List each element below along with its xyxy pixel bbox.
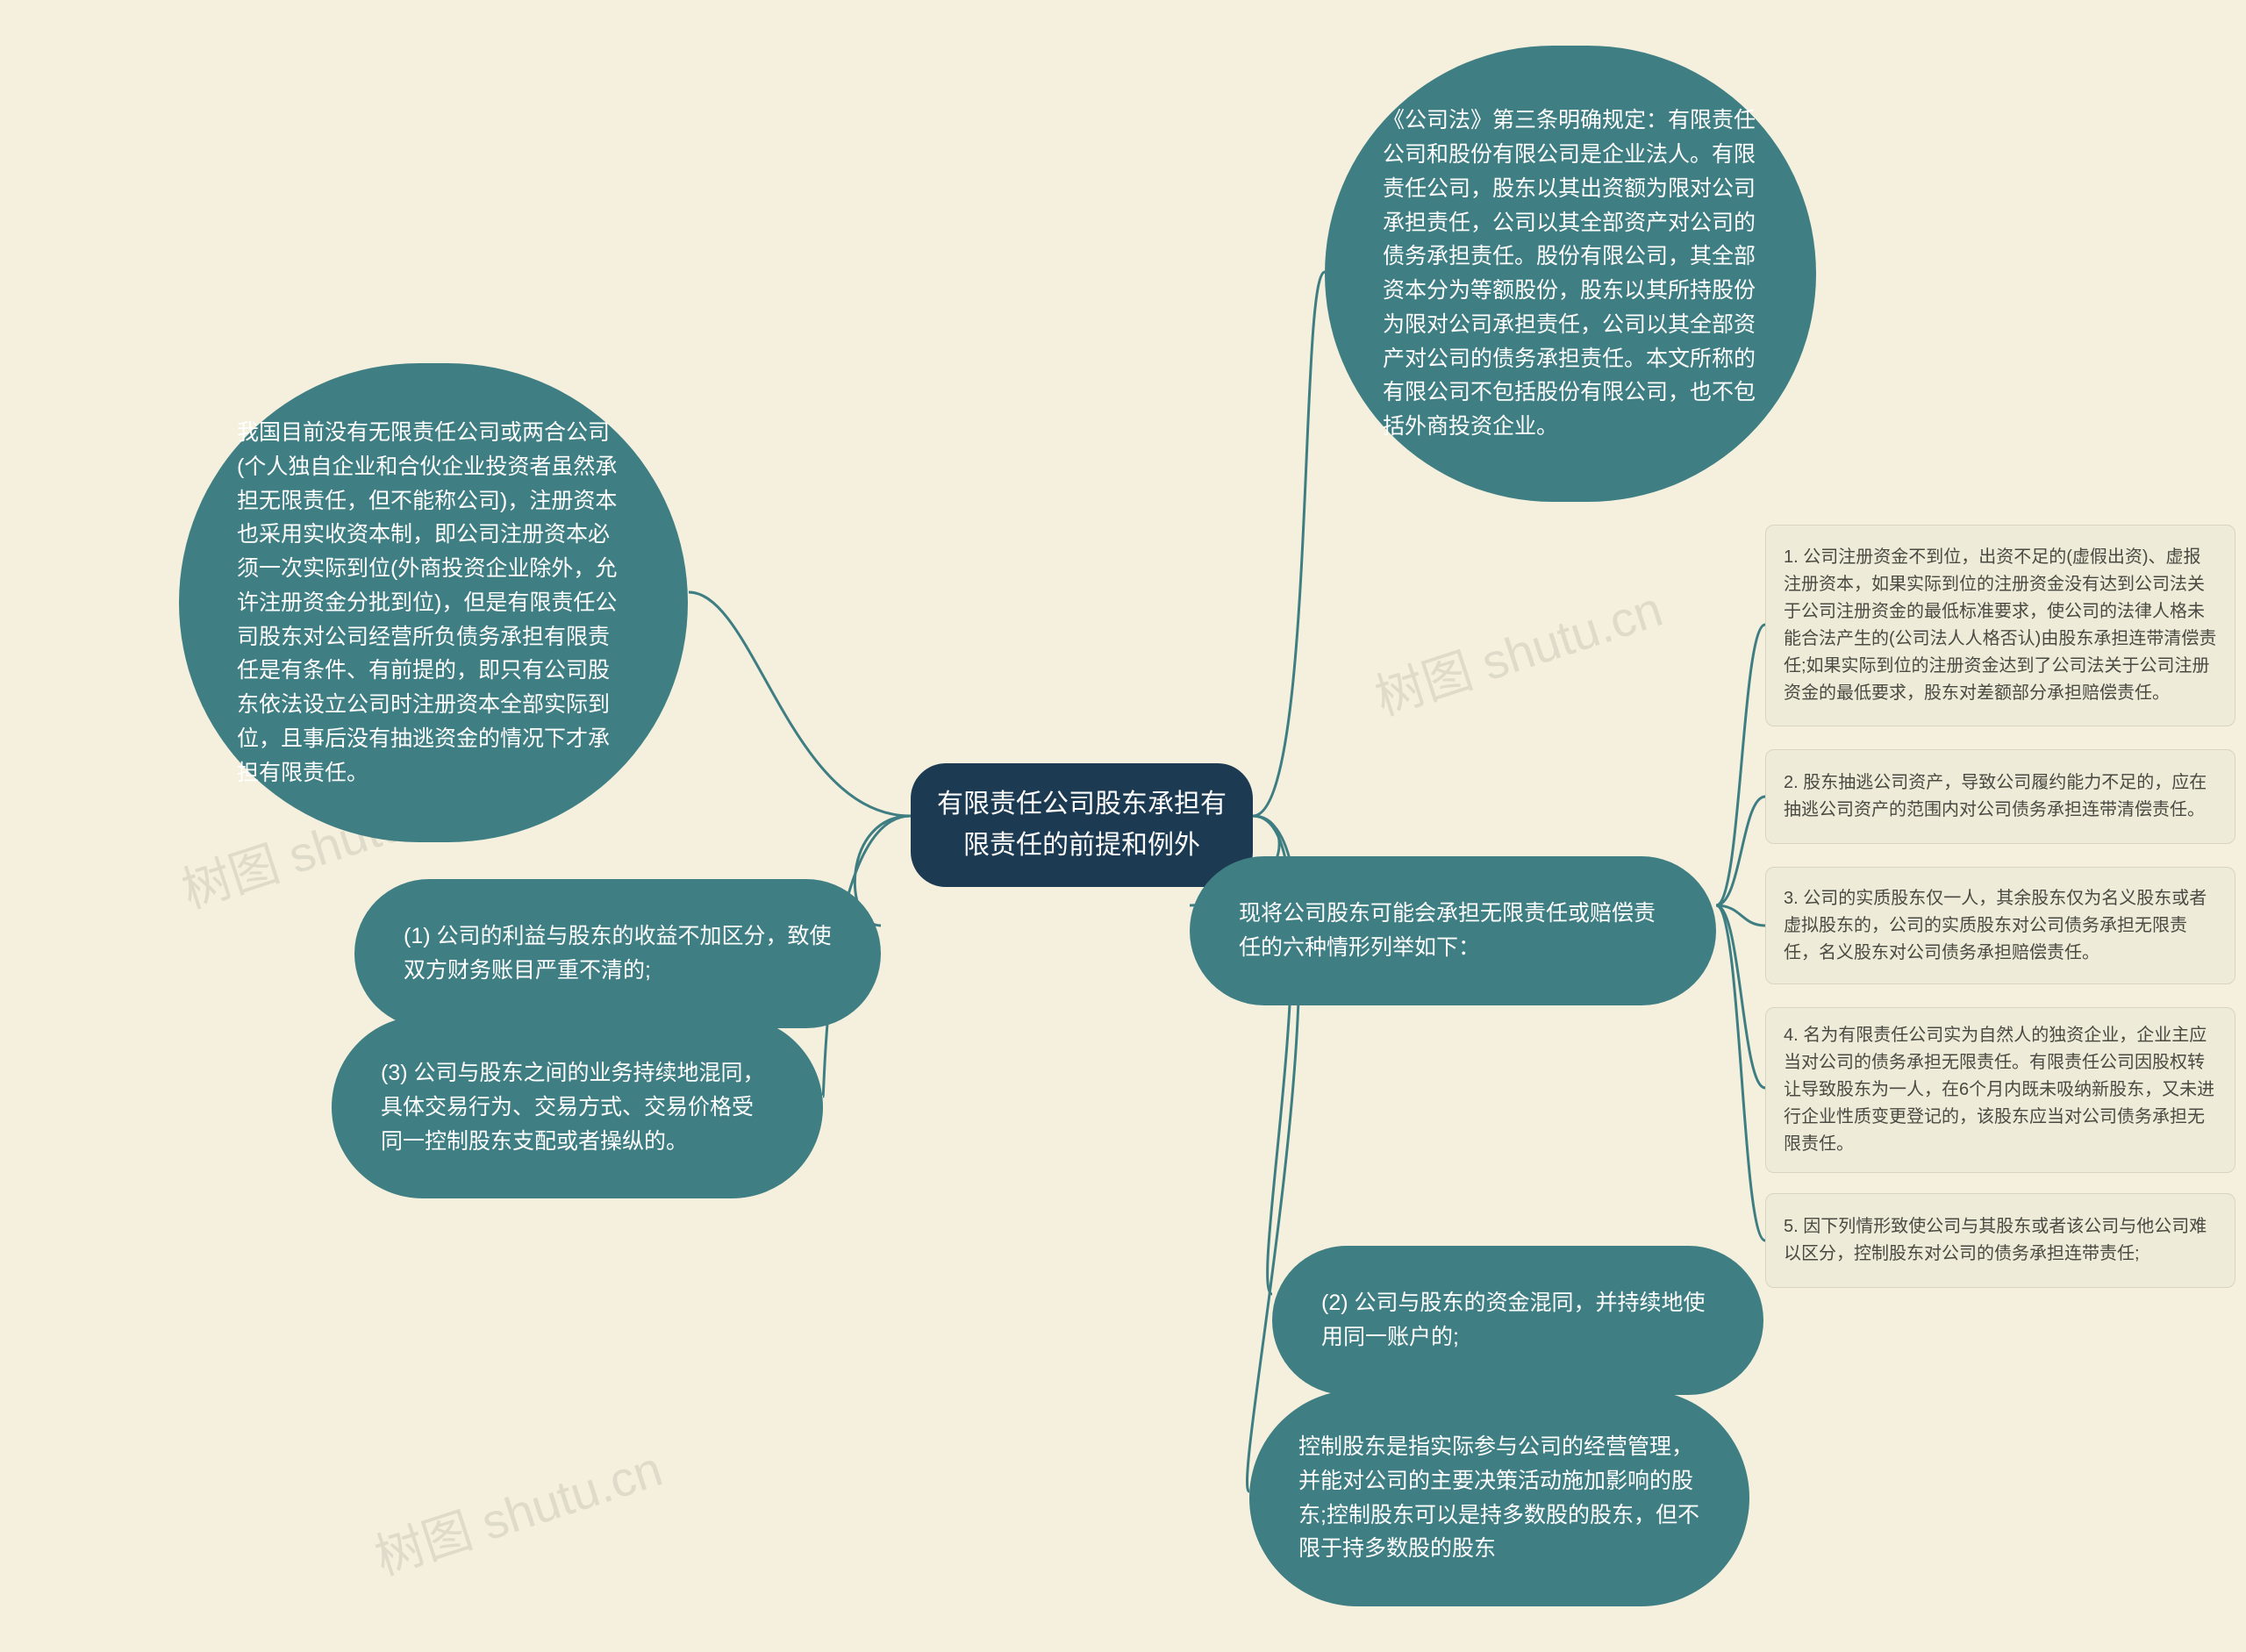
right-item-2-label: (2) 公司与股东的资金混同，并持续地使用同一账户的;	[1321, 1286, 1714, 1355]
leaf-4[interactable]: 4. 名为有限责任公司实为自然人的独资企业，企业主应当对公司的债务承担无限责任。…	[1765, 1007, 2235, 1173]
left-item-1-label: (1) 公司的利益与股东的收益不加区分，致使双方财务账目严重不清的;	[404, 919, 832, 988]
left-note-china[interactable]: 我国目前没有无限责任公司或两合公司(个人独自企业和合伙企业投资者虽然承担无限责任…	[179, 363, 688, 842]
right-law-label: 《公司法》第三条明确规定：有限责任公司和股份有限公司是企业法人。有限责任公司，股…	[1383, 104, 1758, 444]
leaf-1-label: 1. 公司注册资金不到位，出资不足的(虚假出资)、虚报注册资本，如果实际到位的注…	[1784, 544, 2217, 707]
edge	[1716, 905, 1765, 926]
right-controlling-label: 控制股东是指实际参与公司的经营管理，并能对公司的主要决策活动施加影响的股东;控制…	[1298, 1430, 1700, 1566]
right-law[interactable]: 《公司法》第三条明确规定：有限责任公司和股份有限公司是企业法人。有限责任公司，股…	[1325, 46, 1816, 502]
left-item-3[interactable]: (3) 公司与股东之间的业务持续地混同，具体交易行为、交易方式、交易价格受同一控…	[332, 1016, 823, 1198]
right-controlling[interactable]: 控制股东是指实际参与公司的经营管理，并能对公司的主要决策活动施加影响的股东;控制…	[1249, 1390, 1749, 1606]
left-item-1[interactable]: (1) 公司的利益与股东的收益不加区分，致使双方财务账目严重不清的;	[354, 879, 881, 1028]
edge	[1716, 797, 1765, 905]
edge	[689, 592, 911, 816]
leaf-3[interactable]: 3. 公司的实质股东仅一人，其余股东仅为名义股东或者虚拟股东的，公司的实质股东对…	[1765, 867, 2235, 984]
watermark: 树图 shutu.cn	[1365, 570, 1670, 730]
edge	[1716, 905, 1765, 1241]
mindmap-stage: 树图 shutu.cn树图 shutu.cn树图 shutu.cn树图 shut…	[0, 0, 2246, 1652]
right-six-cases-label: 现将公司股东可能会承担无限责任或赔偿责任的六种情形列举如下：	[1239, 897, 1667, 965]
left-note-china-label: 我国目前没有无限责任公司或两合公司(个人独自企业和合伙企业投资者虽然承担无限责任…	[237, 416, 630, 790]
leaf-3-label: 3. 公司的实质股东仅一人，其余股东仅为名义股东或者虚拟股东的，公司的实质股东对…	[1784, 885, 2217, 967]
leaf-5-label: 5. 因下列情形致使公司与其股东或者该公司与他公司难以区分，控制股东对公司的债务…	[1784, 1213, 2217, 1268]
edge	[1716, 905, 1765, 1088]
leaf-2-label: 2. 股东抽逃公司资产，导致公司履约能力不足的，应在抽逃公司资产的范围内对公司债…	[1784, 769, 2217, 824]
right-item-2[interactable]: (2) 公司与股东的资金混同，并持续地使用同一账户的;	[1272, 1246, 1763, 1395]
center-node-label: 有限责任公司股东承担有限责任的前提和例外	[937, 784, 1227, 866]
leaf-1[interactable]: 1. 公司注册资金不到位，出资不足的(虚假出资)、虚报注册资本，如果实际到位的注…	[1765, 525, 2235, 726]
watermark: 树图 shutu.cn	[365, 1430, 670, 1590]
center-node[interactable]: 有限责任公司股东承担有限责任的前提和例外	[911, 763, 1253, 887]
leaf-5[interactable]: 5. 因下列情形致使公司与其股东或者该公司与他公司难以区分，控制股东对公司的债务…	[1765, 1193, 2235, 1288]
leaf-2[interactable]: 2. 股东抽逃公司资产，导致公司履约能力不足的，应在抽逃公司资产的范围内对公司债…	[1765, 749, 2235, 844]
left-item-3-label: (3) 公司与股东之间的业务持续地混同，具体交易行为、交易方式、交易价格受同一控…	[381, 1056, 774, 1158]
edge	[1716, 625, 1765, 905]
right-six-cases[interactable]: 现将公司股东可能会承担无限责任或赔偿责任的六种情形列举如下：	[1190, 856, 1716, 1005]
edge	[1253, 272, 1325, 816]
leaf-4-label: 4. 名为有限责任公司实为自然人的独资企业，企业主应当对公司的债务承担无限责任。…	[1784, 1022, 2217, 1158]
